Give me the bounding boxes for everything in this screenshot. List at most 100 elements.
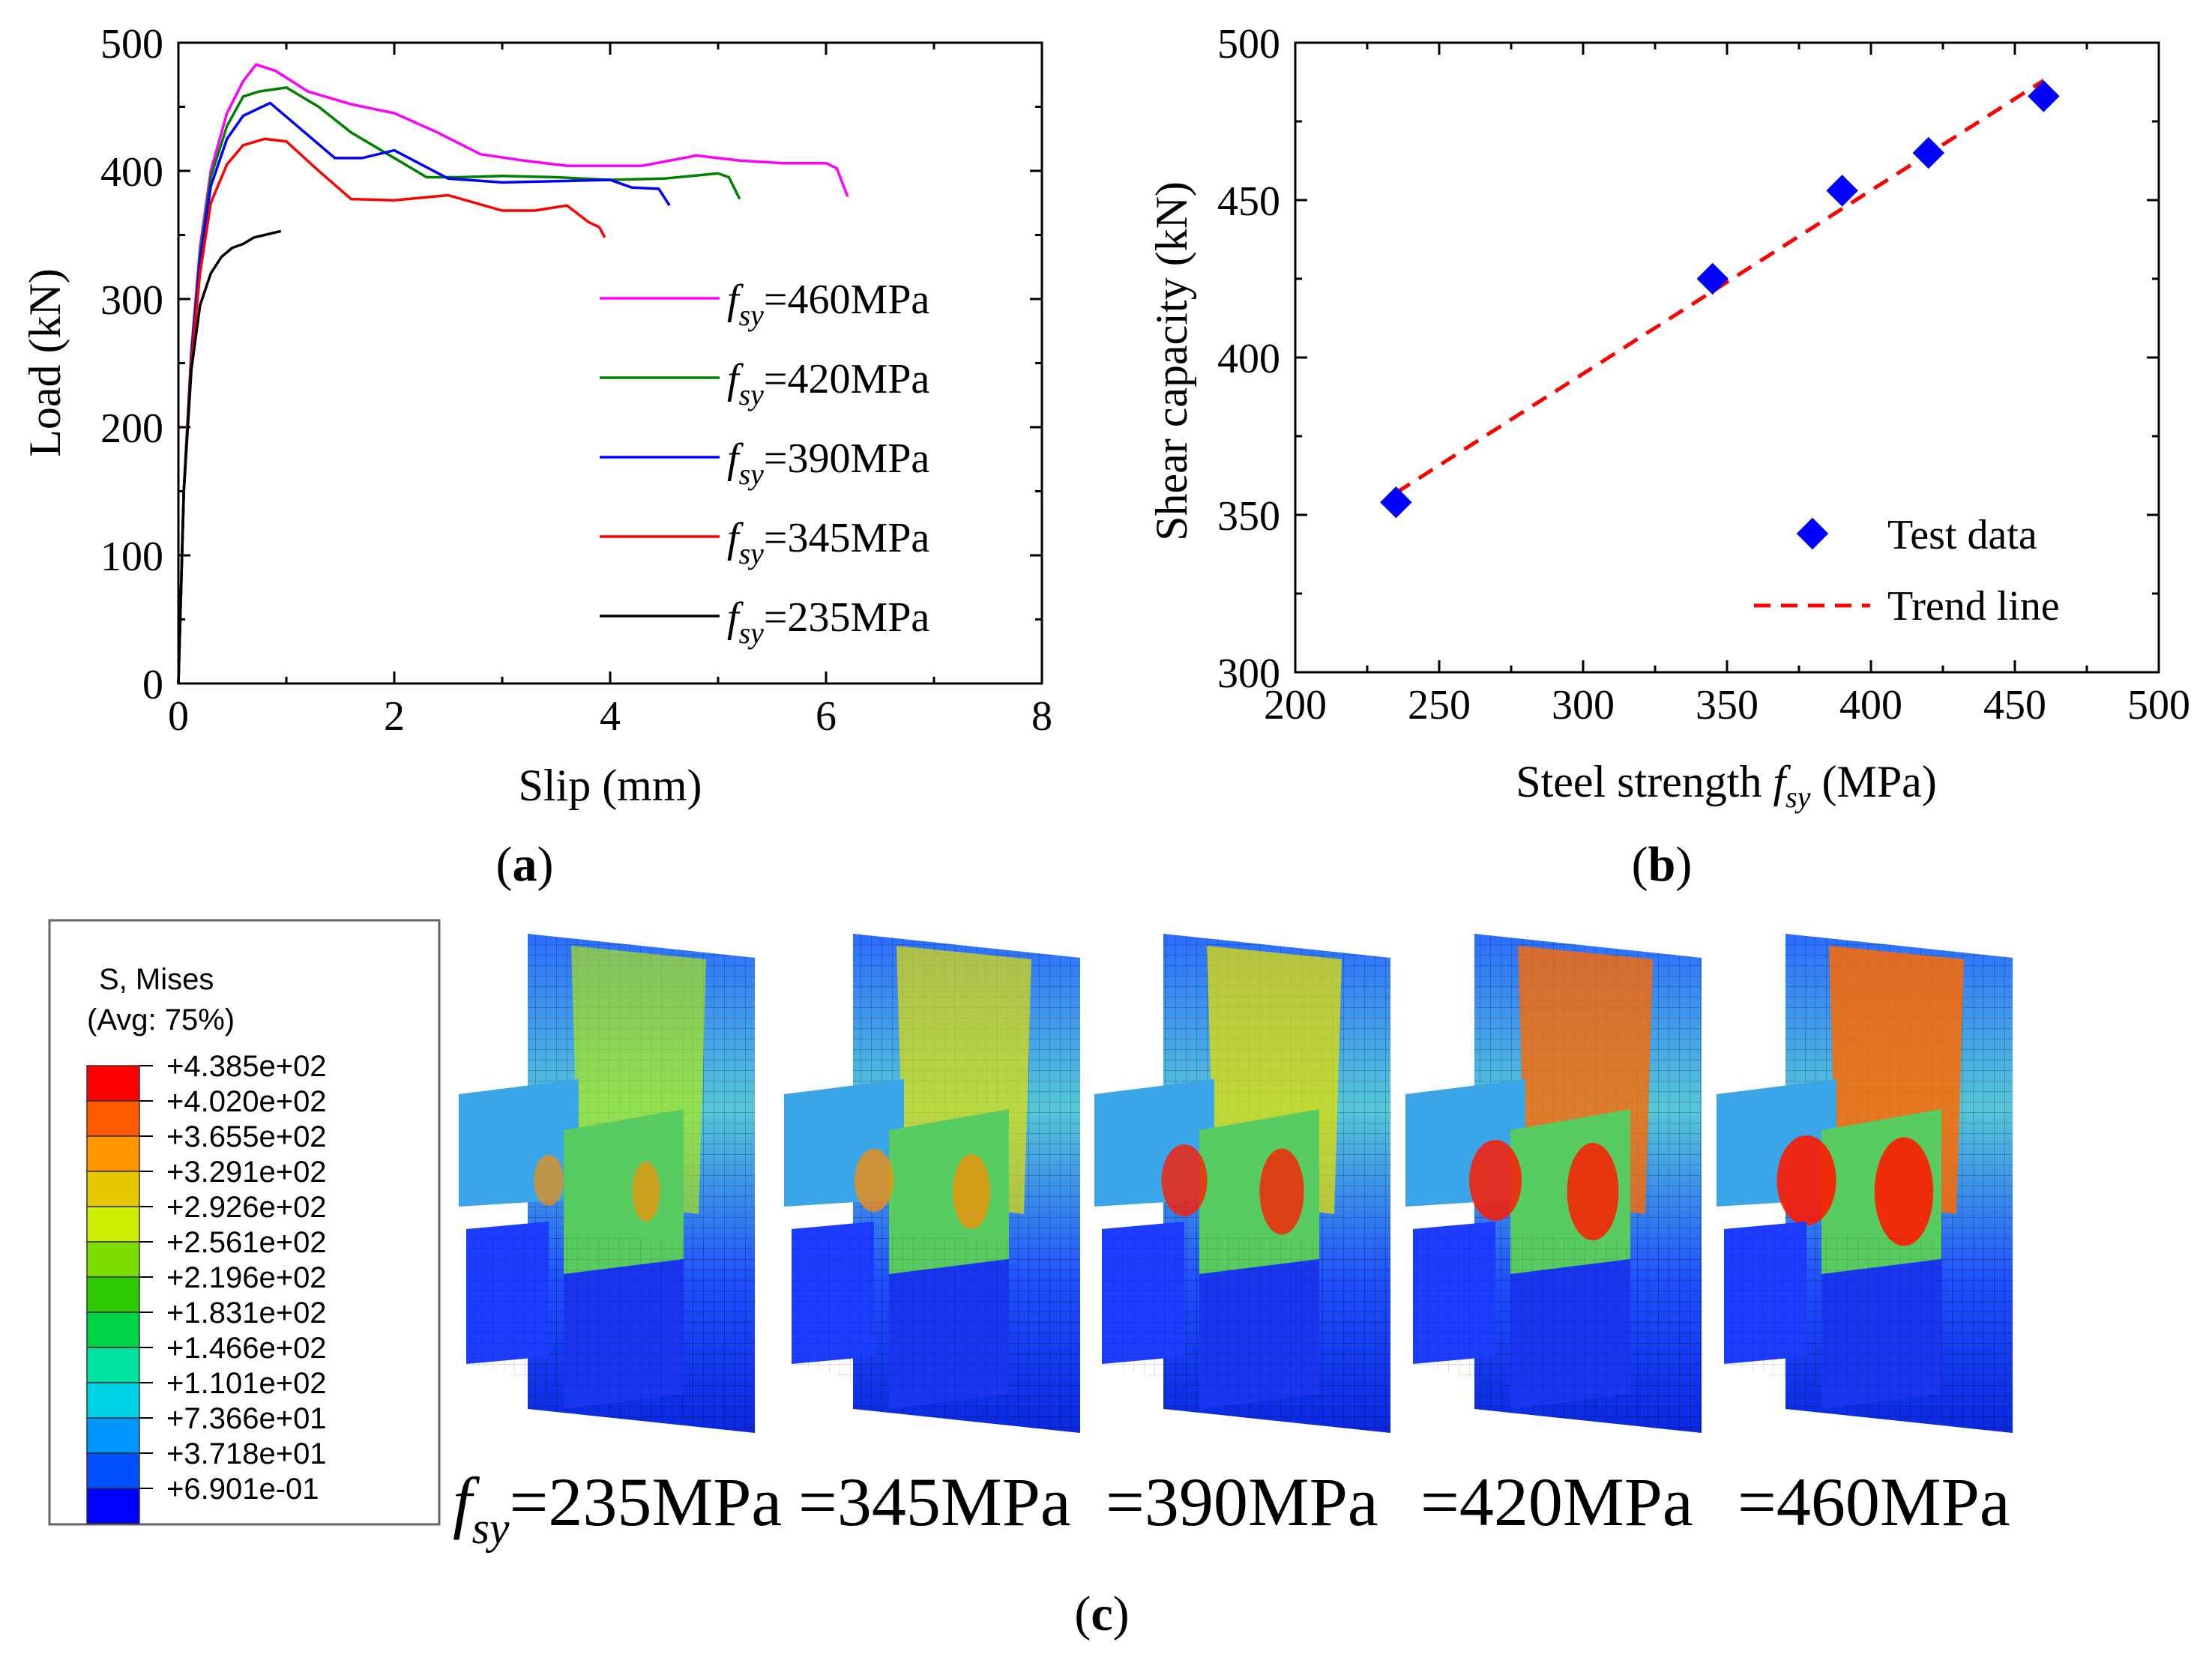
chart-a-ytick-label: 500 [100, 21, 163, 67]
colorbar-value: +2.561e+02 [166, 1226, 327, 1259]
legend-trend-line-label: Trend line [1887, 583, 2060, 630]
colorbar-swatch [86, 1452, 140, 1489]
chart-a-legend: fsy=460MPa fsy=420MPa fsy=390MPa fsy=345MPa… [600, 277, 929, 650]
chart-b-xtick-label: 450 [1983, 682, 2046, 728]
fe-model [1094, 934, 1390, 1433]
chart-a-series-line [177, 63, 849, 684]
fe-model [459, 934, 755, 1433]
chart-a-legend-label: fsy=345MPa [727, 515, 929, 570]
chart-b-panel-letter: b [1648, 837, 1676, 892]
chart-a-xlabel: Slip (mm) [518, 761, 702, 810]
chart-c-panel-label: (c) [1074, 1587, 1129, 1641]
fe-hot-spot [855, 1149, 893, 1212]
chart-a-legend-label: fsy=420MPa [727, 356, 929, 411]
colorbar-swatch [86, 1382, 140, 1419]
colorbar-swatch [86, 1206, 140, 1243]
chart-a-ytick-label: 0 [142, 662, 163, 708]
chart-b-series [1380, 79, 2060, 519]
fe-hot-spot [1469, 1140, 1522, 1221]
fe-model [1405, 934, 1702, 1433]
colorbar-swatch [86, 1100, 140, 1137]
chart-a-series-line [177, 101, 671, 684]
colorbar-swatch [86, 1241, 140, 1278]
colorbar-value: +1.466e+02 [166, 1332, 327, 1365]
chart-a-ylabel: Load (kN) [20, 268, 70, 457]
colorbar-value: +2.926e+02 [166, 1191, 327, 1224]
colorbar-value: +3.655e+02 [166, 1120, 327, 1153]
chart-a-xtick-label: 4 [600, 693, 621, 740]
chart-a-legend-sub: sy [739, 616, 765, 650]
chart-a: 0 2 4 6 8 0 100 200 300 400 500 fsy=460MPa fsy=420M… [20, 21, 1052, 892]
chart-b-data-point [1380, 486, 1412, 519]
chart-b-xtick-label: 500 [2127, 682, 2190, 728]
chart-b-data-point [1696, 262, 1729, 295]
model-label-420: =420MPa [1420, 1464, 1693, 1540]
chart-b-data-point [2028, 80, 2060, 112]
fe-lower-mesh [466, 1229, 755, 1433]
chart-b-xtick-label: 300 [1552, 682, 1615, 728]
colorbar-swatch [86, 1065, 140, 1102]
chart-a-legend-value: =345MPa [764, 515, 930, 561]
chart-b-xtick-label: 350 [1696, 682, 1759, 728]
model-label-345: =345MPa [798, 1464, 1071, 1540]
chart-a-legend-sub: sy [739, 457, 765, 491]
fe-hot-spot [632, 1162, 660, 1222]
chart-a-series-line [177, 229, 282, 684]
colorbar-swatch [86, 1276, 140, 1313]
chart-b: 200 250 300 350 400 450 500 300 350 400 450 500 Tes… [1147, 21, 2190, 892]
fe-hot-spot [1259, 1148, 1304, 1235]
chart-a-legend-label: fsy=390MPa [727, 435, 929, 491]
chart-b-xlabel-prefix: Steel strength [1516, 757, 1773, 806]
colorbar-swatch [86, 1312, 140, 1348]
chart-a-panel-label: (a) [496, 837, 554, 892]
colorbar-value: +7.366e+01 [166, 1402, 327, 1435]
fe-hot-spot [534, 1155, 564, 1206]
colorbar-value: +6.901e-01 [166, 1473, 319, 1506]
colorbar-swatch [86, 1171, 140, 1207]
chart-b-frame [1294, 41, 2160, 674]
contour-panel-c: S, Mises (Avg: 75%) +4.385e+02+4.020e+02… [48, 919, 2013, 1641]
chart-b-xlabel: Steel strength fsy (MPa) [1516, 757, 1937, 814]
colorbar-value: +1.831e+02 [166, 1297, 327, 1329]
chart-a-xtick-label: 0 [168, 693, 189, 740]
fe-lower-mesh [792, 1229, 1080, 1433]
chart-c-panel-letter: c [1091, 1587, 1112, 1641]
chart-a-ytick-label: 400 [100, 149, 163, 196]
fe-models [459, 934, 2013, 1433]
fe-hot-spot [1776, 1135, 1836, 1225]
fe-hot-spot [1874, 1137, 1934, 1246]
colorbar-value: +1.101e+02 [166, 1367, 327, 1400]
chart-b-xtick-label: 250 [1408, 682, 1471, 728]
chart-b-legend: Test data Trend line [1754, 512, 2060, 630]
chart-a-legend-sub: sy [739, 537, 765, 570]
chart-a-xtick-label: 8 [1031, 693, 1052, 740]
chart-a-ticks: 0 2 4 6 8 0 100 200 300 400 500 [100, 21, 1052, 740]
colorbar: +4.385e+02+4.020e+02+3.655e+02+3.291e+02… [86, 1050, 327, 1524]
colorbar-value: +3.291e+02 [166, 1156, 327, 1189]
fe-lower-mesh [1102, 1229, 1390, 1433]
chart-a-xtick-label: 6 [816, 693, 837, 740]
chart-a-legend-label: fsy=235MPa [727, 594, 929, 650]
colorbar-swatch [86, 1135, 140, 1172]
colorbar-value: +4.020e+02 [166, 1085, 327, 1118]
chart-a-xtick-label: 2 [384, 693, 405, 740]
chart-a-legend-value: =460MPa [764, 277, 930, 323]
colorbar-swatch [86, 1347, 140, 1383]
colorbar-subtitle: (Avg: 75%) [87, 1003, 235, 1036]
chart-a-ytick-label: 300 [100, 277, 163, 324]
chart-b-ytick-label: 500 [1217, 21, 1280, 67]
chart-b-ytick-label: 300 [1217, 651, 1280, 697]
legend-test-data-marker [1796, 517, 1829, 550]
chart-a-ytick-label: 200 [100, 405, 163, 452]
fe-lower-mesh [1413, 1229, 1702, 1433]
model-label-460: =460MPa [1738, 1464, 2010, 1540]
fe-hot-spot [1567, 1143, 1619, 1240]
chart-a-legend-value: =390MPa [764, 435, 930, 482]
chart-b-xlabel-sub: sy [1785, 780, 1811, 814]
chart-b-ytick-label: 350 [1217, 493, 1280, 540]
chart-b-xtick-label: 400 [1839, 682, 1902, 728]
chart-a-legend-sub: sy [739, 378, 765, 411]
chart-a-legend-value: =235MPa [764, 594, 930, 641]
chart-b-ytick-label: 400 [1217, 336, 1280, 382]
